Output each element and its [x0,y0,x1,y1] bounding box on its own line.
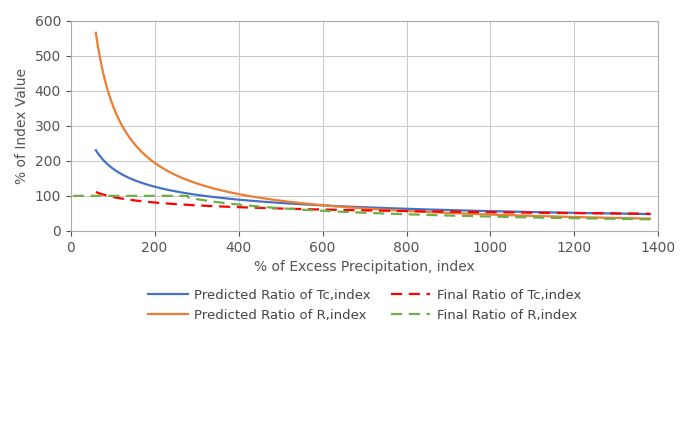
X-axis label: % of Excess Precipitation, index: % of Excess Precipitation, index [254,260,475,274]
Legend: Predicted Ratio of Tc,index, Predicted Ratio of R,index, Final Ratio of Tc,index: Predicted Ratio of Tc,index, Predicted R… [142,284,587,327]
Y-axis label: % of Index Value: % of Index Value [15,68,29,184]
